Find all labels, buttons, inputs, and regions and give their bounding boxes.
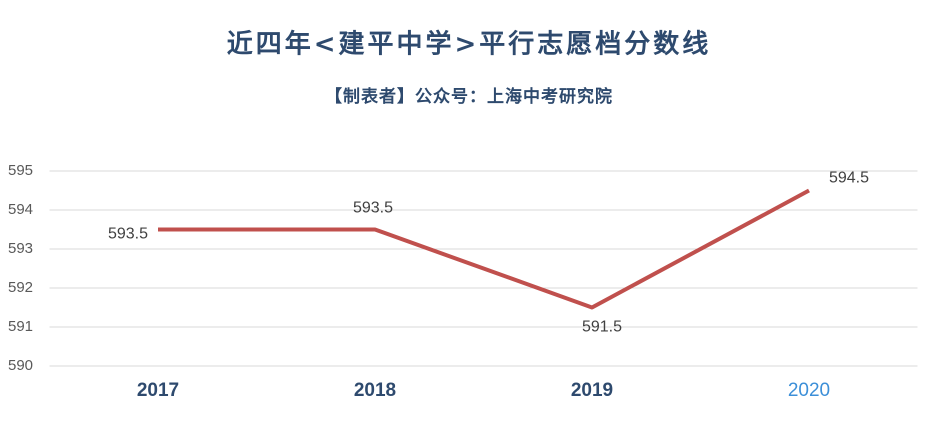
chart-title: 近四年<建平中学>平行志愿档分数线 <box>227 29 712 60</box>
y-tick-label: 593 <box>8 240 33 257</box>
data-label: 593.5 <box>353 200 393 217</box>
y-tick-label: 594 <box>8 201 33 218</box>
x-tick-label: 2017 <box>137 380 179 401</box>
y-tick-label: 590 <box>8 357 33 374</box>
data-label: 591.5 <box>582 319 622 336</box>
chart-subtitle: 【制表者】公众号：上海中考研究院 <box>325 86 613 107</box>
data-label: 593.5 <box>108 226 148 243</box>
y-tick-label: 591 <box>8 318 33 335</box>
series-line <box>158 188 810 310</box>
data-label: 594.5 <box>829 170 869 187</box>
y-tick-label: 595 <box>8 162 33 179</box>
y-tick-label: 592 <box>8 279 33 296</box>
x-tick-label: 2018 <box>354 380 396 401</box>
x-tick-label: 2019 <box>571 380 613 401</box>
x-tick-label: 2020 <box>788 380 830 401</box>
